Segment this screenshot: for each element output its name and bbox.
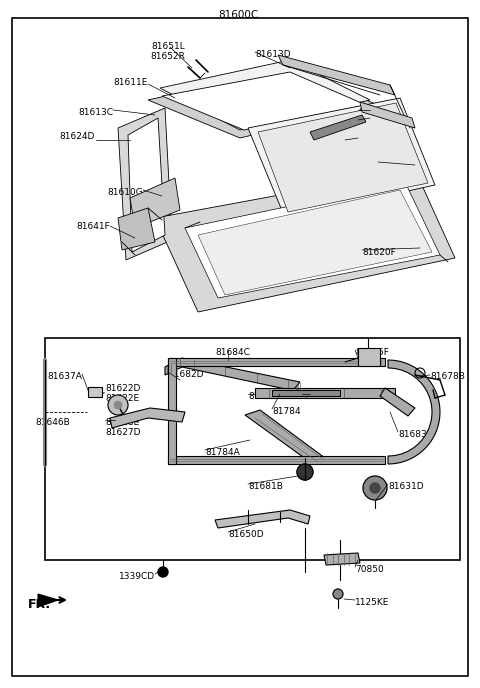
Polygon shape bbox=[360, 102, 415, 128]
Polygon shape bbox=[168, 456, 385, 464]
Polygon shape bbox=[128, 118, 165, 252]
Text: 81622D: 81622D bbox=[105, 384, 140, 393]
Polygon shape bbox=[118, 108, 172, 260]
Polygon shape bbox=[310, 115, 366, 140]
Text: 81652R: 81652R bbox=[151, 52, 185, 61]
Polygon shape bbox=[258, 103, 428, 212]
Polygon shape bbox=[324, 553, 360, 565]
Polygon shape bbox=[162, 72, 366, 130]
Polygon shape bbox=[38, 594, 58, 607]
Polygon shape bbox=[215, 510, 310, 528]
Polygon shape bbox=[255, 388, 395, 398]
Text: 81651L: 81651L bbox=[151, 42, 185, 51]
Text: 81683D: 81683D bbox=[398, 430, 433, 439]
Text: 81631D: 81631D bbox=[388, 482, 424, 491]
Text: 81661B: 81661B bbox=[358, 108, 393, 117]
Circle shape bbox=[333, 589, 343, 599]
Text: 81613C: 81613C bbox=[78, 108, 113, 117]
Text: 81666C: 81666C bbox=[302, 392, 337, 401]
Polygon shape bbox=[198, 190, 432, 295]
Polygon shape bbox=[245, 410, 325, 462]
Polygon shape bbox=[148, 68, 378, 138]
Text: 81624D: 81624D bbox=[60, 132, 95, 141]
Text: 81682D: 81682D bbox=[168, 370, 204, 379]
Text: 81616D: 81616D bbox=[378, 158, 414, 167]
Text: 81662C: 81662C bbox=[358, 118, 393, 127]
Polygon shape bbox=[388, 360, 440, 464]
Text: 81666C: 81666C bbox=[248, 392, 283, 401]
Bar bbox=[88, 387, 102, 397]
Circle shape bbox=[363, 476, 387, 500]
Polygon shape bbox=[110, 408, 185, 428]
Polygon shape bbox=[160, 60, 370, 130]
Polygon shape bbox=[272, 390, 340, 396]
Polygon shape bbox=[130, 178, 180, 228]
Text: 81641F: 81641F bbox=[76, 222, 110, 231]
Text: 81613D: 81613D bbox=[255, 50, 290, 59]
Polygon shape bbox=[165, 358, 300, 398]
Circle shape bbox=[108, 395, 128, 415]
Circle shape bbox=[158, 567, 168, 577]
Text: 81620F: 81620F bbox=[362, 248, 396, 257]
Text: 81610G: 81610G bbox=[107, 188, 143, 197]
Text: 81627D: 81627D bbox=[105, 428, 141, 437]
Text: 1339CD: 1339CD bbox=[119, 572, 155, 581]
Text: 81646B: 81646B bbox=[35, 418, 70, 427]
Bar bbox=[45, 338, 460, 560]
Polygon shape bbox=[185, 182, 440, 298]
Text: 81622E: 81622E bbox=[105, 394, 139, 403]
Polygon shape bbox=[118, 208, 155, 250]
Bar bbox=[358, 348, 380, 366]
Text: 70850: 70850 bbox=[355, 565, 384, 574]
Text: 81684C: 81684C bbox=[216, 348, 251, 357]
Circle shape bbox=[297, 464, 313, 480]
Text: 81628E: 81628E bbox=[105, 418, 139, 427]
Text: 81600C: 81600C bbox=[218, 10, 258, 20]
Polygon shape bbox=[168, 358, 385, 366]
Text: 81650D: 81650D bbox=[228, 530, 264, 539]
Polygon shape bbox=[155, 170, 455, 312]
Text: 81784A: 81784A bbox=[205, 448, 240, 457]
Polygon shape bbox=[248, 98, 435, 218]
Text: 81619E: 81619E bbox=[345, 138, 379, 147]
Text: 81681B: 81681B bbox=[248, 482, 283, 491]
Text: 81678B: 81678B bbox=[430, 372, 465, 381]
Text: 1125KE: 1125KE bbox=[355, 598, 389, 607]
Polygon shape bbox=[278, 55, 395, 95]
Circle shape bbox=[114, 401, 122, 409]
Text: 81611E: 81611E bbox=[114, 78, 148, 87]
Text: 81784: 81784 bbox=[272, 407, 300, 416]
Circle shape bbox=[370, 483, 380, 493]
Text: 81635F: 81635F bbox=[355, 348, 389, 357]
Polygon shape bbox=[380, 388, 415, 416]
Text: FR.: FR. bbox=[28, 598, 51, 611]
Polygon shape bbox=[168, 358, 176, 464]
Text: 81637A: 81637A bbox=[47, 372, 82, 381]
